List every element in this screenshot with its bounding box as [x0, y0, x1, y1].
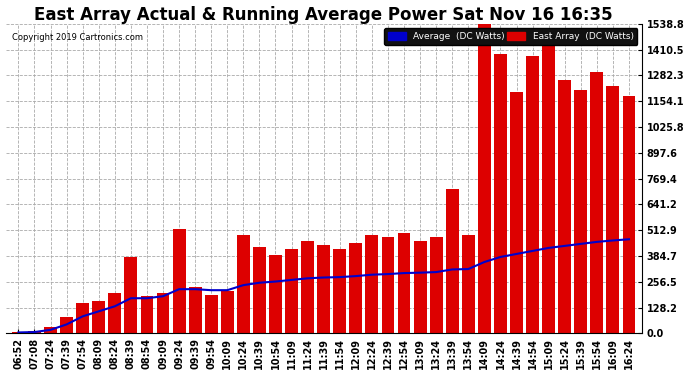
Bar — [478, 24, 491, 333]
Text: Copyright 2019 Cartronics.com: Copyright 2019 Cartronics.com — [12, 33, 143, 42]
Bar — [494, 54, 507, 333]
Bar — [157, 293, 170, 333]
Bar — [414, 241, 426, 333]
Bar — [189, 287, 201, 333]
Bar — [574, 90, 587, 333]
Bar — [141, 296, 153, 333]
Bar — [607, 86, 620, 333]
Bar — [302, 241, 314, 333]
Bar — [622, 96, 635, 333]
Bar — [172, 229, 186, 333]
Bar — [285, 249, 298, 333]
Bar — [317, 245, 330, 333]
Bar — [397, 233, 411, 333]
Legend: Average  (DC Watts), East Array  (DC Watts): Average (DC Watts), East Array (DC Watts… — [384, 28, 638, 45]
Bar — [333, 249, 346, 333]
Bar — [558, 80, 571, 333]
Bar — [446, 189, 459, 333]
Bar — [44, 327, 57, 333]
Bar — [366, 235, 378, 333]
Bar — [124, 257, 137, 333]
Bar — [28, 332, 41, 333]
Bar — [253, 247, 266, 333]
Bar — [221, 291, 234, 333]
Bar — [542, 44, 555, 333]
Bar — [269, 255, 282, 333]
Bar — [60, 317, 73, 333]
Bar — [108, 293, 121, 333]
Bar — [510, 92, 523, 333]
Bar — [77, 303, 89, 333]
Bar — [237, 235, 250, 333]
Bar — [591, 72, 603, 333]
Bar — [92, 301, 105, 333]
Bar — [382, 237, 395, 333]
Bar — [430, 237, 442, 333]
Bar — [205, 295, 217, 333]
Bar — [526, 56, 539, 333]
Bar — [462, 235, 475, 333]
Title: East Array Actual & Running Average Power Sat Nov 16 16:35: East Array Actual & Running Average Powe… — [34, 6, 613, 24]
Bar — [349, 243, 362, 333]
